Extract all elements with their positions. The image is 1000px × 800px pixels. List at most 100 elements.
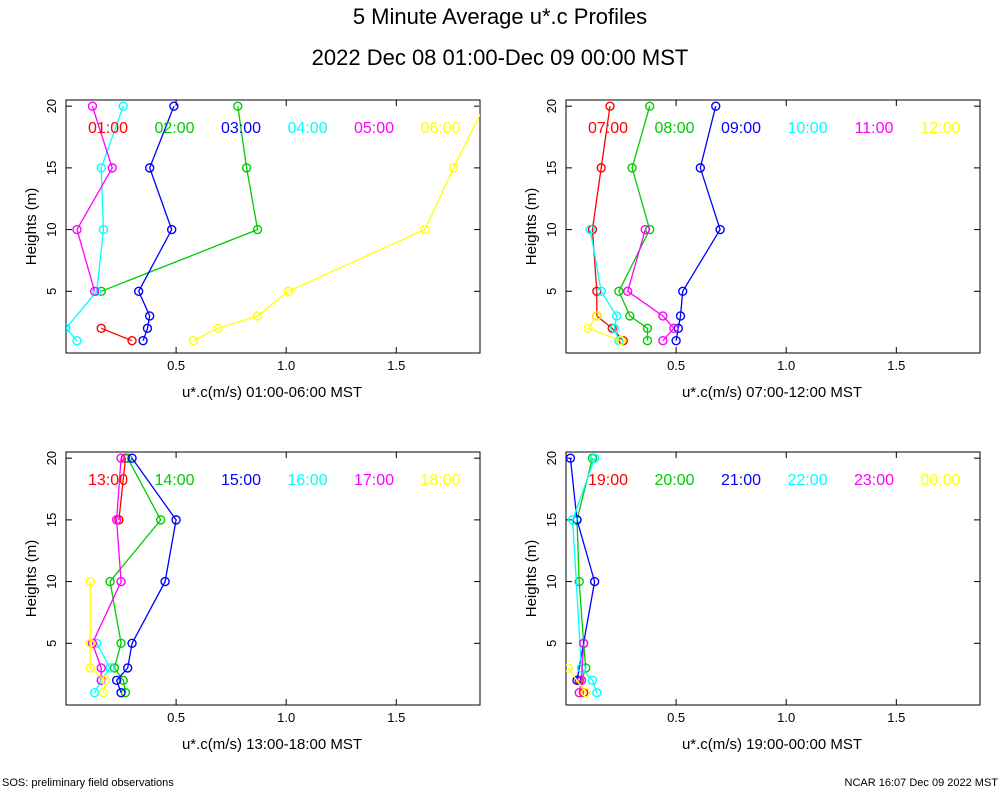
data-area [583, 101, 725, 346]
series-1800-point [98, 687, 109, 698]
y-tick-label: 20 [44, 451, 59, 465]
series-1100-point [622, 286, 633, 296]
legend-0700: 07:00 [588, 120, 628, 137]
series-0900-point [711, 101, 721, 111]
series-1400-point [120, 687, 131, 698]
series-0300-point [142, 323, 153, 334]
legend-1300: 13:00 [88, 472, 128, 489]
series-0300-line [137, 105, 175, 341]
series-2200-point [567, 515, 578, 525]
x-tick-label: 1.5 [387, 358, 405, 373]
legend-2000: 20:00 [654, 472, 694, 489]
series-1000-point [609, 323, 620, 334]
series-0300-point [138, 335, 148, 346]
series-1200-point [592, 311, 602, 321]
x-axis-label: u*.c(m/s) 19:00-00:00 MST [682, 736, 862, 753]
series-1800-point [100, 675, 111, 686]
series-0500-point [107, 163, 117, 173]
series-0500-point [87, 101, 98, 111]
series-0200-point [252, 224, 263, 235]
series-0100-line [100, 327, 133, 342]
y-axis-label: Heights (m) [523, 540, 540, 618]
series-0400-point [96, 163, 106, 173]
series-1100-point [658, 335, 668, 346]
legend-1700: 17:00 [354, 472, 394, 489]
series-1700-point [116, 576, 126, 587]
series-1000-point [611, 311, 622, 321]
panel-2: 0.5 1.0 1.5 5 10 15 20 u*.c(m/s) 07:00-12:00 MS… [523, 99, 981, 401]
series-0100-point [127, 335, 137, 346]
series-1100-point [640, 224, 650, 235]
series-0800-point [625, 311, 635, 321]
y-tick-label: 20 [544, 99, 559, 113]
series-0700-point [605, 101, 615, 111]
series-0300-point [144, 163, 155, 173]
series-2200-point [592, 687, 602, 698]
series-1300-line [118, 458, 127, 520]
series-1400-point [122, 453, 133, 463]
series-2200-point [589, 453, 600, 463]
y-tick-label: 5 [544, 288, 559, 295]
series-0600-point [213, 323, 223, 334]
series-2100-point [589, 576, 600, 587]
series-0800-point [642, 323, 653, 334]
series-0800-point [627, 163, 637, 173]
series-0500-line [76, 106, 113, 292]
series-0000-point [581, 687, 591, 698]
series-0000-point [566, 663, 573, 673]
panel-4: 0.5 1.0 1.5 5 10 15 20 u*.c(m/s) 19:00-00:00 MS… [523, 451, 981, 753]
series-0300-point [144, 311, 155, 321]
series-1600-point [89, 687, 100, 698]
plot-frame [65, 451, 481, 706]
legend-2200: 22:00 [787, 472, 827, 489]
series-1100-point [658, 311, 668, 321]
legend-0600: 06:00 [420, 120, 460, 137]
series-0500-point [89, 286, 100, 296]
series-1200-point [583, 323, 593, 334]
series-0400-point [118, 101, 128, 111]
series-0800-point [642, 335, 653, 346]
series-0100-point [96, 323, 106, 334]
series-2300-point [578, 638, 589, 648]
series-0200-line [100, 106, 259, 292]
x-tick-label: 1.0 [777, 358, 795, 373]
legend-1200: 12:00 [920, 120, 960, 137]
series-1400-point [105, 576, 115, 587]
series-1200-point [616, 335, 626, 346]
legend-0900: 09:00 [721, 120, 761, 137]
y-tick-label: 10 [44, 222, 59, 236]
legend-1500: 15:00 [221, 472, 261, 489]
series-0800-point [644, 101, 655, 111]
legend-0400: 04:00 [287, 120, 327, 137]
series-0600-point [420, 224, 430, 235]
legend-0500: 05:00 [354, 120, 394, 137]
y-axis-label: Heights (m) [523, 188, 540, 266]
series-0300-point [133, 286, 144, 296]
series-0300-point [167, 224, 177, 235]
series-1700-point [96, 663, 106, 673]
y-axis-label: Heights (m) [23, 188, 40, 266]
x-tick-label: 1.0 [277, 358, 295, 373]
series-0400-line [66, 105, 124, 342]
data-area [66, 101, 480, 346]
series-0800-point [614, 286, 624, 296]
series-0300-point [169, 101, 179, 111]
x-axis-label: u*.c(m/s) 01:00-06:00 MST [182, 384, 362, 401]
y-tick-label: 10 [44, 574, 59, 588]
series-1000-point [585, 224, 595, 235]
legend-1000: 10:00 [787, 120, 827, 137]
panel-3: 0.5 1.0 1.5 5 10 15 20 u*.c(m/s) 13:00-18:00 MS… [23, 451, 481, 753]
series-1500-point [127, 453, 137, 463]
x-axis-label: u*.c(m/s) 07:00-12:00 MST [682, 384, 862, 401]
series-0900-point [695, 163, 706, 173]
series-1500-point [122, 663, 133, 673]
y-tick-label: 10 [544, 574, 559, 588]
series-1400-point [116, 638, 126, 648]
x-tick-label: 0.5 [667, 710, 685, 725]
legend-2100: 21:00 [721, 472, 761, 489]
y-tick-label: 15 [44, 161, 59, 175]
series-0800-line [618, 106, 651, 341]
series-0700-point [596, 163, 606, 173]
y-tick-label: 15 [544, 161, 559, 175]
